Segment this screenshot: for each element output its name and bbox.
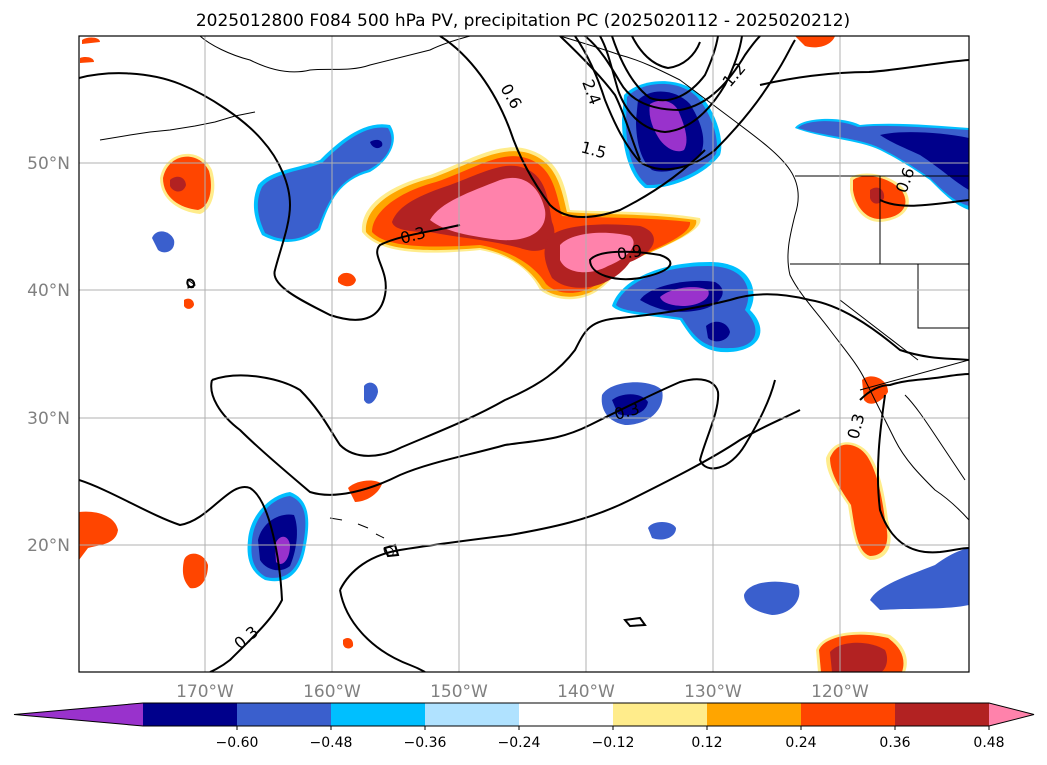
colorbar-tick-label: 0.36 (879, 735, 910, 751)
colorbar-extend-max (989, 703, 1034, 726)
colorbar-tick-label: 0.12 (691, 735, 722, 751)
pv-contour-ridge (559, 36, 641, 161)
lat-label: 50°N (27, 154, 70, 174)
pv-contour-inner-2 (631, 36, 701, 70)
colorbar-ticks: −0.60 −0.48 −0.36 −0.24 −0.12 0.12 0.24 0.36 0.4… (216, 726, 1005, 751)
colorbar-swatch (801, 703, 896, 726)
pv-contour-continental-2 (879, 199, 969, 207)
negative-anomaly-ring-5 (706, 321, 730, 342)
alaska-coast (199, 36, 471, 73)
positive-anomaly-small-4 (184, 298, 194, 309)
lon-label: 170°W (176, 682, 234, 702)
positive-anomaly-small-8 (862, 376, 888, 404)
positive-anomaly-small-1 (182, 553, 208, 589)
positive-anomaly-small-2 (338, 272, 356, 287)
baja-coast (904, 394, 966, 481)
precip-shading (79, 36, 969, 672)
colorbar (13, 702, 1035, 727)
colorbar-swatch (425, 703, 520, 726)
lon-label: 160°W (303, 682, 361, 702)
pv-contour-baja (859, 373, 969, 401)
hawaii-islands (329, 517, 394, 557)
negative-anomaly-small-1 (152, 231, 175, 253)
aleutian-islands (99, 111, 256, 141)
pv-contour-south-03 (339, 409, 801, 591)
colorbar-tick-label: 0.24 (785, 735, 816, 751)
colorbar-swatch (143, 703, 238, 726)
colorbar-swatch (707, 703, 802, 726)
negative-anomaly-ring-12 (880, 132, 969, 190)
lon-label: 150°W (430, 682, 488, 702)
pv-contour-06 (439, 36, 706, 218)
map-background (79, 36, 969, 672)
positive-anomaly-ring-6 (163, 156, 211, 210)
colorbar-swatch (613, 703, 708, 726)
pv-contour-09 (588, 250, 672, 281)
bc-coast (559, 36, 969, 521)
lon-label: 140°W (557, 682, 615, 702)
negative-anomaly-ring-6 (257, 127, 392, 240)
pv-contour-south-edge (339, 589, 426, 672)
lat-label: 20°N (27, 536, 70, 556)
negative-anomaly-small-4 (744, 581, 800, 615)
negative-anomaly-small-3 (648, 522, 676, 540)
pv-contour-03-north (79, 72, 461, 321)
colorbar-swatch (519, 703, 614, 726)
pv-contour-mid-2 (210, 378, 776, 496)
lat-label: 30°N (27, 409, 70, 429)
colorbar-swatch (237, 703, 332, 726)
map-panel: 0.6 2.4 1.2 1.5 0.6 0.3 0.9 0.3 0.3 0.3 (78, 35, 970, 673)
pv-contour-small-1 (186, 278, 196, 289)
colorbar-tick-label: −0.60 (216, 735, 259, 751)
pv-contour-03-south (79, 479, 284, 672)
pv-contour-15 (574, 36, 796, 171)
latitude-labels: 50°N 40°N 30°N 20°N (27, 154, 70, 556)
pv-contour-24 (599, 36, 743, 134)
graticule (79, 36, 969, 672)
colorbar-extend-min (14, 703, 143, 726)
figure-title: 2025012800 F084 500 hPa PV, precipitatio… (196, 11, 850, 31)
colorbar-swatch (895, 703, 990, 726)
negative-anomaly-core-2 (660, 287, 709, 306)
coastlines (99, 36, 969, 557)
negative-anomaly-core-1 (649, 100, 687, 152)
colorbar-tick-label: 0.48 (973, 735, 1004, 751)
negative-anomaly-ring-7 (370, 139, 383, 149)
lon-label: 120°W (811, 682, 869, 702)
lat-label: 40°N (27, 281, 70, 301)
positive-anomaly-core-2 (560, 232, 634, 273)
pv-contour-baja-2 (876, 394, 969, 554)
colorbar-tick-label: −0.36 (404, 735, 447, 751)
positive-anomaly-ring-12 (830, 642, 888, 672)
negative-anomaly-core-3 (275, 536, 290, 565)
pv-contour-small-3 (383, 543, 400, 558)
positive-anomaly-ring-7 (170, 176, 186, 192)
colorbar-swatch (331, 703, 426, 726)
negative-anomaly-small-5 (364, 382, 378, 404)
pv-contour-small-2 (623, 616, 647, 628)
positive-anomaly-sw (79, 511, 118, 560)
pv-contour-continental (759, 59, 969, 86)
positive-anomaly-ring-10 (830, 444, 888, 556)
positive-anomaly-small-5 (343, 638, 354, 649)
colorbar-outline (13, 702, 1035, 727)
state-borders (790, 176, 969, 391)
colorbar-tick-label: −0.24 (498, 735, 541, 751)
positive-anomaly-small-7 (795, 36, 835, 48)
negative-anomaly-east-pacific (870, 548, 969, 610)
colorbar-tick-label: −0.48 (310, 735, 353, 751)
longitude-labels: 170°W 160°W 150°W 140°W 130°W 120°W (176, 682, 869, 702)
colorbar-tick-label: −0.12 (592, 735, 635, 751)
contour-label: 0.9 (615, 241, 643, 264)
map-frame (78, 35, 970, 673)
positive-anomaly-small-6 (80, 37, 100, 63)
lon-label: 130°W (684, 682, 742, 702)
